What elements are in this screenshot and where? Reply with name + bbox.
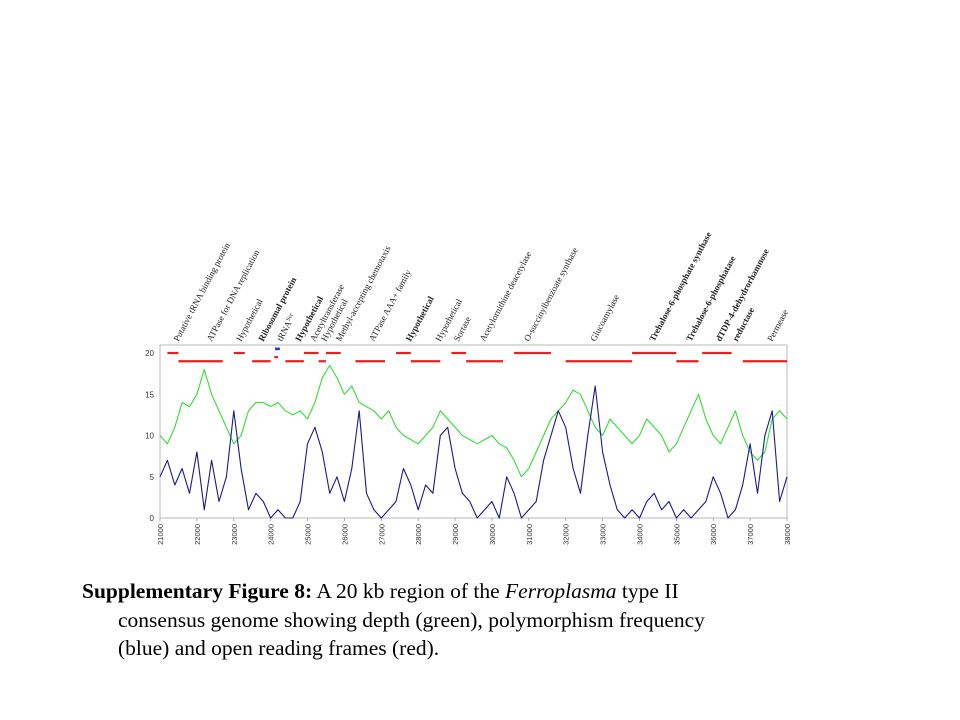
gene-label: Putative tRNA binding protein [171,240,232,342]
figure-caption: Supplementary Figure 8: A 20 kb region o… [82,577,862,663]
gene-label-superscript: Ser [286,313,295,323]
plot-area [159,344,788,519]
orf-segments [167,347,787,363]
y-tick-label: 15 [145,390,154,399]
gene-label: Glucoamylase [588,293,621,343]
caption-line-3: (blue) and open reading frames (red). [118,636,440,660]
x-tick-label: 23000 [230,524,239,545]
caption-text-2: type II [616,579,679,603]
depth-line [159,364,788,478]
x-tick-label: 28000 [414,524,423,545]
x-tick-label: 33000 [599,524,608,545]
x-tick-label: 29000 [451,524,460,545]
series [159,364,788,519]
caption-label: Supplementary Figure 8: [82,579,313,603]
caption-organism: Ferroplasma [505,579,617,603]
x-tick-label: 32000 [562,524,571,545]
x-tick-label: 36000 [709,524,718,545]
y-tick-label: 5 [150,473,155,482]
x-tick-label: 27000 [377,524,386,545]
x-tick-label: 37000 [746,524,755,545]
y-tick-label: 20 [145,349,154,358]
gene-label: Trehalose-6-phosphate synthase [647,230,713,343]
x-tick-label: 22000 [193,524,202,545]
polymorphism-line [159,385,788,519]
gene-label: Permease [765,308,790,343]
axes: 0 5 10 15 20 21000 22000 23000 24000 25000 26000 27… [145,349,792,545]
x-tick-label: 26000 [340,524,349,545]
caption-text-1: A 20 kb region of the [312,579,506,603]
x-tick-label: 38000 [783,524,792,545]
x-tick-label: 21000 [156,524,165,545]
gene-label: Acetylornithine deacetylase [478,250,534,343]
gene-label: Hypothetical [404,294,436,343]
x-tick-label: 31000 [525,524,534,545]
x-tick-label: 35000 [672,524,681,545]
x-tick-label: 25000 [304,524,313,545]
x-tick-label: 24000 [267,524,276,545]
caption-line-2: consensus genome showing depth (green), … [118,607,705,632]
gene-label: Sortase [452,315,473,343]
y-tick-label: 10 [145,432,154,441]
x-tick-label: 30000 [488,524,497,545]
gene-label: O-succinylbenzoate synthase [522,246,580,343]
x-tick-label: 34000 [635,524,644,545]
y-tick-label: 0 [150,514,155,523]
